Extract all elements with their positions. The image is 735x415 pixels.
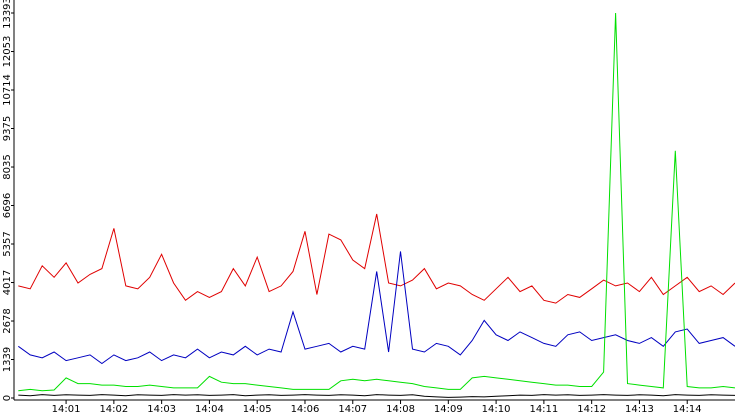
x-tick-label: 14:02 bbox=[99, 404, 128, 415]
y-tick-label: 8035 bbox=[2, 154, 13, 179]
x-tick-label: 14:03 bbox=[147, 404, 176, 415]
x-tick-label: 14:13 bbox=[625, 404, 654, 415]
y-tick-label: 4017 bbox=[2, 270, 13, 295]
x-tick-label: 14:09 bbox=[434, 404, 463, 415]
y-tick-label: 5357 bbox=[2, 231, 13, 256]
plot-area bbox=[18, 12, 735, 398]
y-tick-label: 2678 bbox=[2, 308, 13, 333]
x-tick-label: 14:14 bbox=[673, 404, 702, 415]
series-line bbox=[18, 251, 735, 365]
y-tick-label: 6696 bbox=[2, 193, 13, 218]
y-tick-label: 0 bbox=[2, 395, 13, 401]
y-tick-label: 10714 bbox=[2, 74, 13, 106]
y-tick-label: 12053 bbox=[2, 36, 13, 68]
y-tick-label: 1339 bbox=[2, 347, 13, 372]
x-tick-label: 14:08 bbox=[386, 404, 415, 415]
series-line bbox=[18, 12, 735, 392]
series-line bbox=[18, 213, 735, 304]
x-tick-label: 14:12 bbox=[577, 404, 606, 415]
x-tick-label: 14:05 bbox=[243, 404, 272, 415]
x-tick-label: 14:11 bbox=[529, 404, 558, 415]
x-tick-label: 14:04 bbox=[195, 404, 224, 415]
y-tick-label: 9375 bbox=[2, 116, 13, 141]
x-tick-label: 14:06 bbox=[291, 404, 320, 415]
x-tick-label: 14:10 bbox=[482, 404, 511, 415]
series-line bbox=[18, 394, 735, 398]
y-tick-label: 13393 bbox=[2, 0, 13, 29]
x-tick-label: 14:07 bbox=[338, 404, 367, 415]
x-tick-label: 14:01 bbox=[52, 404, 81, 415]
